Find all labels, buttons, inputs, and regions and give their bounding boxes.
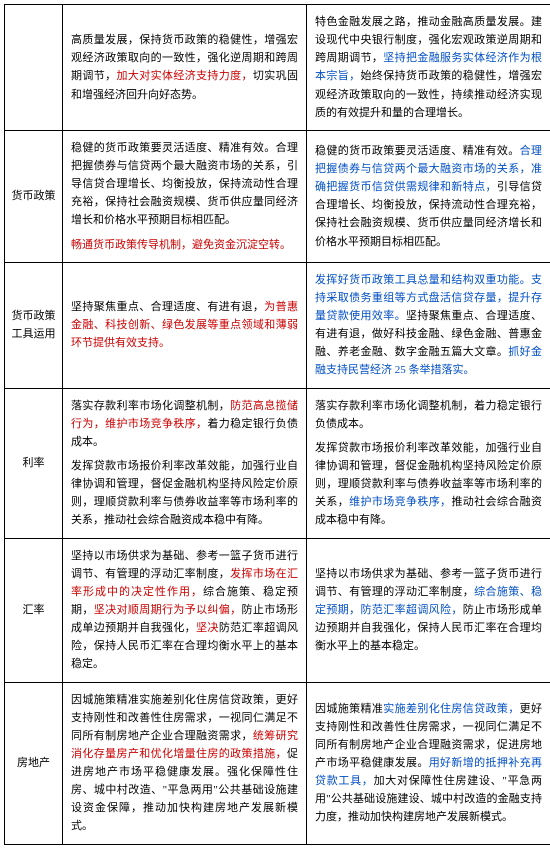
- text-segment: 发挥贷款市场报价利率改革效能，加强行业自律协调和管理，督促金融机构坚持风险定价原…: [71, 460, 298, 526]
- paragraph: 发挥贷款市场报价利率改革效能，加强行业自律协调和管理，督促金融机构坚持风险定价原…: [315, 439, 542, 530]
- text-segment: 坚决对顺周期行为予以纠偏，: [94, 604, 242, 616]
- table-row: 房地产因城施策精准实施差别化住房信贷政策，更好支持刚性和改善性住房需求，一视同仁…: [5, 682, 550, 844]
- left-cell: 落实存款利率市场化调整机制，防范高息揽储行为，维护市场竞争秩序，着力稳定银行负债…: [63, 388, 307, 538]
- table-row: 利率落实存款利率市场化调整机制，防范高息揽储行为，维护市场竞争秩序，着力稳定银行…: [5, 388, 550, 538]
- paragraph: 稳健的货币政策要灵活适度、精准有效。合理把握债券与信贷两个最大融资市场的关系，准…: [315, 142, 542, 251]
- row-label: 货币政策工具运用: [5, 262, 63, 388]
- table-row: 货币政策稳健的货币政策要灵活适度、精准有效。合理把握债券与信贷两个最大融资市场的…: [5, 130, 550, 262]
- paragraph: 因城施策精准实施差别化住房信贷政策，更好支持刚性和改善性住房需求，一视同仁满足不…: [71, 691, 298, 836]
- row-label: 利率: [5, 388, 63, 538]
- table-row: 汇率坚持以市场供求为基础、参考一篮子货币进行调节、有管理的浮动汇率制度，发挥市场…: [5, 538, 550, 682]
- text-segment: 加大对实体经济支持力度，: [116, 70, 252, 82]
- text-segment: 落实存款利率市场化调整机制，: [71, 400, 230, 412]
- left-cell: 坚持聚焦重点、合理适度、有进有退，为普惠金融、科技创新、绿色发展等重点领域和薄弱…: [63, 262, 307, 388]
- policy-comparison-table: 高质量发展，保持货币政策的稳健性，增强宏观经济政策取向的一致性，强化逆周期和跨周…: [4, 4, 550, 845]
- text-segment: 畅通货币政策传导机制，避免资金沉淀空转。: [71, 239, 291, 251]
- right-cell: 落实存款利率市场化调整机制，着力稳定银行负债成本。发挥贷款市场报价利率改革效能，…: [307, 388, 550, 538]
- right-cell: 特色金融发展之路，推动金融高质量发展。建设现代中央银行制度，强化宏观政策逆周期和…: [307, 5, 550, 131]
- right-cell: 稳健的货币政策要灵活适度、精准有效。合理把握债券与信贷两个最大融资市场的关系，准…: [307, 130, 550, 262]
- paragraph: 坚持以市场供求为基础、参考一篮子货币进行调节、有管理的浮动汇率制度，发挥市场在汇…: [71, 547, 298, 674]
- text-segment: 稳健的货币政策要灵活适度、精准有效。: [315, 145, 520, 157]
- paragraph: 发挥贷款市场报价利率改革效能，加强行业自律协调和管理，督促金融机构坚持风险定价原…: [71, 457, 298, 530]
- text-segment: 因城施策精准: [315, 703, 383, 715]
- paragraph: 落实存款利率市场化调整机制，防范高息揽储行为，维护市场竞争秩序，着力稳定银行负债…: [71, 397, 298, 451]
- paragraph: 坚持以市场供求为基础、参考一篮子货币进行调节、有管理的浮动汇率制度，综合施策、稳…: [315, 565, 542, 656]
- right-cell: 因城施策精准实施差别化住房信贷政策，更好支持刚性和改善性住房需求，一视同仁满足不…: [307, 682, 550, 844]
- text-segment: 促进房地产市场平稳健康发展。强化保障性住房、城中村改造、"平急两用"公共基础设施…: [71, 748, 298, 833]
- paragraph: 因城施策精准实施差别化住房信贷政策，更好支持刚性和改善性住房需求，一视同仁满足不…: [315, 700, 542, 827]
- left-cell: 坚持以市场供求为基础、参考一篮子货币进行调节、有管理的浮动汇率制度，发挥市场在汇…: [63, 538, 307, 682]
- row-label: [5, 5, 63, 131]
- left-cell: 稳健的货币政策要灵活适度、精准有效。合理把握债券与信贷两个最大融资市场的关系，引…: [63, 130, 307, 262]
- paragraph: 发挥好货币政策工具总量和结构双重功能。支持采取债务重组等方式盘活信贷存量，提升存…: [315, 271, 542, 380]
- text-segment: 坚持聚焦重点、合理适度、有进有退，: [71, 301, 264, 313]
- paragraph: 畅通货币政策传导机制，避免资金沉淀空转。: [71, 236, 298, 254]
- paragraph: 落实存款利率市场化调整机制，着力稳定银行负债成本。: [315, 397, 542, 433]
- row-label: 汇率: [5, 538, 63, 682]
- table-row: 高质量发展，保持货币政策的稳健性，增强宏观经济政策取向的一致性，强化逆周期和跨周…: [5, 5, 550, 131]
- table-row: 货币政策工具运用坚持聚焦重点、合理适度、有进有退，为普惠金融、科技创新、绿色发展…: [5, 262, 550, 388]
- text-segment: 维护市场竞争秩序，: [349, 496, 451, 508]
- right-cell: 发挥好货币政策工具总量和结构双重功能。支持采取债务重组等方式盘活信贷存量，提升存…: [307, 262, 550, 388]
- paragraph: 坚持聚焦重点、合理适度、有进有退，为普惠金融、科技创新、绿色发展等重点领域和薄弱…: [71, 298, 298, 352]
- row-label: 房地产: [5, 682, 63, 844]
- text-segment: 稳健的货币政策要灵活适度、精准有效。合理把握债券与信贷两个最大融资市场的关系，引…: [71, 142, 298, 227]
- paragraph: 特色金融发展之路，推动金融高质量发展。建设现代中央银行制度，强化宏观政策逆周期和…: [315, 13, 542, 122]
- left-cell: 高质量发展，保持货币政策的稳健性，增强宏观经济政策取向的一致性，强化逆周期和跨周…: [63, 5, 307, 131]
- row-label: 货币政策: [5, 130, 63, 262]
- paragraph: 高质量发展，保持货币政策的稳健性，增强宏观经济政策取向的一致性，强化逆周期和跨周…: [71, 31, 298, 104]
- left-cell: 因城施策精准实施差别化住房信贷政策，更好支持刚性和改善性住房需求，一视同仁满足不…: [63, 682, 307, 844]
- text-segment: 实施差别化住房信贷政策，: [383, 703, 519, 715]
- right-cell: 坚持以市场供求为基础、参考一篮子货币进行调节、有管理的浮动汇率制度，综合施策、稳…: [307, 538, 550, 682]
- text-segment: 落实存款利率市场化调整机制，着力稳定银行负债成本。: [315, 400, 542, 430]
- paragraph: 稳健的货币政策要灵活适度、精准有效。合理把握债券与信贷两个最大融资市场的关系，引…: [71, 139, 298, 230]
- text-segment: 坚决: [196, 622, 219, 634]
